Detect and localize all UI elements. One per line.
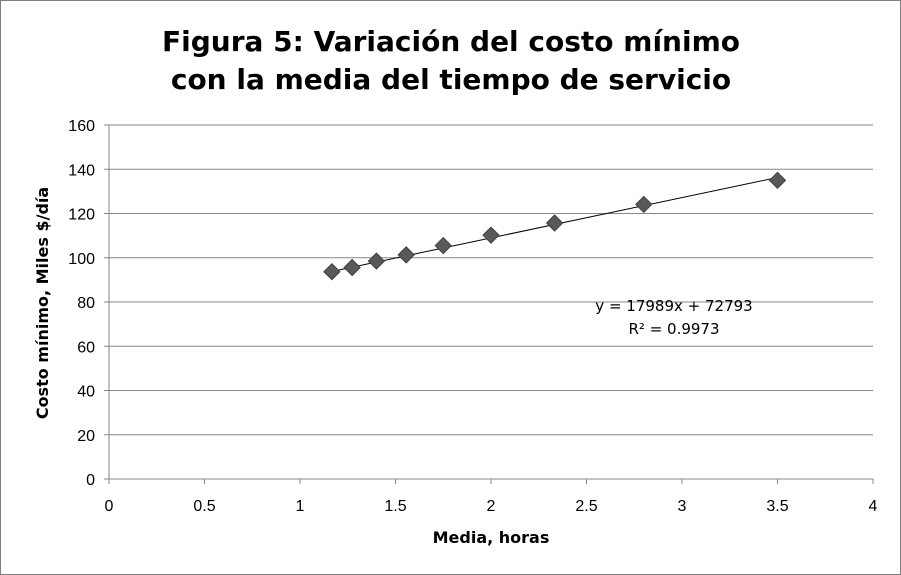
trendline-equation: y = 17989x + 72793	[595, 297, 752, 315]
x-tick-label: 2	[487, 498, 496, 515]
y-tick-label: 120	[68, 207, 95, 224]
x-tick-label: 3	[678, 498, 687, 515]
data-point	[635, 195, 653, 214]
data-point	[367, 252, 386, 270]
data-point	[545, 214, 564, 232]
trendline-r-squared: R² = 0.9973	[628, 320, 719, 338]
x-tick-label: 1	[296, 498, 305, 515]
data-point	[397, 246, 415, 264]
x-tick-label: 4	[869, 498, 878, 515]
data-point	[343, 258, 361, 277]
x-tick-label: 1.5	[384, 498, 406, 515]
x-tick-label: 3.5	[766, 498, 788, 515]
data-points	[323, 171, 787, 281]
axes	[104, 124, 874, 484]
y-tick-label: 20	[77, 428, 95, 445]
data-point	[768, 171, 787, 190]
chart-title-line-2: con la media del tiempo de servicio	[171, 63, 731, 96]
y-tick-label: 100	[68, 251, 95, 268]
y-tick-label: 140	[68, 162, 95, 179]
x-axis-title: Media, horas	[433, 528, 550, 547]
data-point	[323, 262, 341, 281]
x-tick-labels: 0 0.5 1 1.5 2 2.5 3 3.5 4	[105, 498, 878, 515]
x-tick-label: 0	[105, 498, 114, 515]
y-tick-label: 160	[68, 118, 95, 135]
data-point	[482, 226, 500, 244]
y-tick-labels: 0 20 40 60 80 100 120 140 160	[68, 118, 95, 489]
y-axis-title: Costo mínimo, Miles $/día	[33, 187, 52, 419]
chart-title-line-1: Figura 5: Variación del costo mínimo	[162, 25, 740, 58]
x-tick-label: 2.5	[575, 498, 597, 515]
data-point	[434, 236, 452, 255]
y-tick-label: 0	[86, 472, 95, 489]
y-tick-label: 80	[77, 295, 95, 312]
y-tick-label: 40	[77, 384, 95, 401]
x-tick-label: 0.5	[193, 498, 215, 515]
gridlines	[109, 124, 873, 436]
y-tick-label: 60	[77, 339, 95, 356]
